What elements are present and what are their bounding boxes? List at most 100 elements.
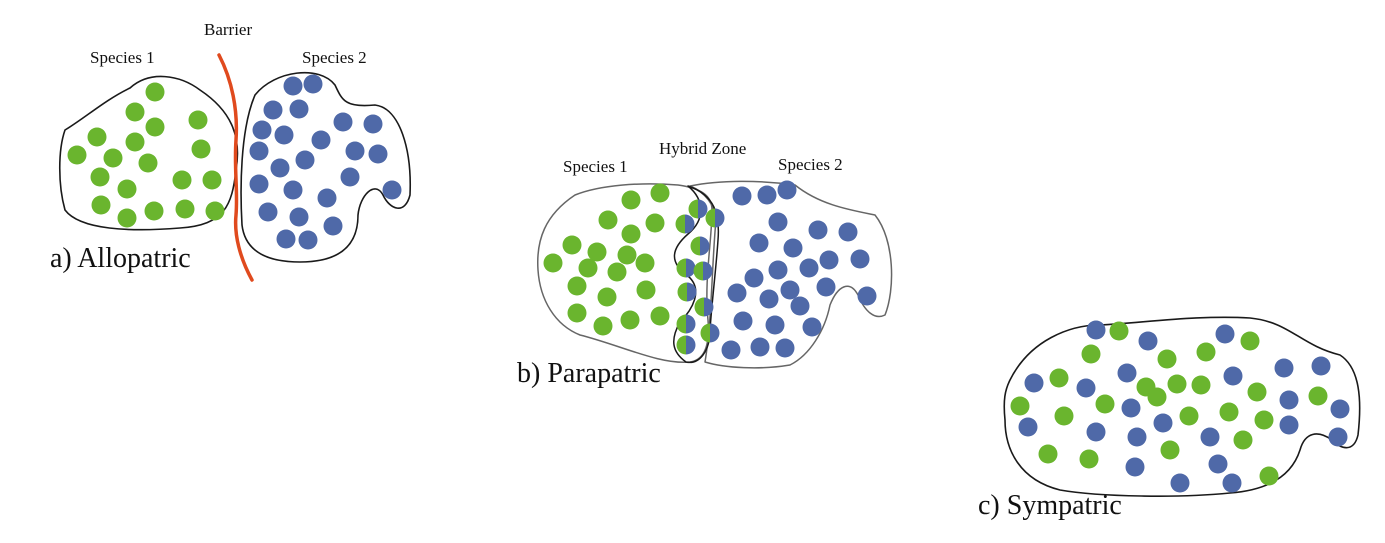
allopatric-species1-dot [125, 132, 145, 152]
allopatric-species2-dot [249, 174, 269, 194]
allopatric-species1-dot [103, 148, 123, 168]
parapatric-species1-dot [587, 242, 607, 262]
parapatric-species2-dot [775, 338, 795, 358]
hybrid-split-dot [676, 314, 686, 334]
sympatric-species-blue-dot [1117, 363, 1137, 383]
parapatric-species2-dot [757, 185, 777, 205]
parapatric-species2-dot [808, 220, 828, 240]
parapatric-species2-dot [857, 286, 877, 306]
hybrid-split-dot [686, 314, 696, 334]
parapatric-species2-dot [816, 277, 836, 297]
allopatric-species1-label: Species 1 [90, 48, 155, 67]
parapatric-species2-dot [768, 260, 788, 280]
allopatric-species2-dot [323, 216, 343, 236]
sympatric-species-green-dot [1095, 394, 1115, 414]
parapatric-species1-dot [617, 245, 637, 265]
parapatric-species1-dot [620, 310, 640, 330]
parapatric-species1-dot [650, 183, 670, 203]
sympatric-species-green-dot [1147, 387, 1167, 407]
parapatric-species2-dot [765, 315, 785, 335]
hybrid-split-dot [704, 297, 714, 317]
allopatric-species1-dot [67, 145, 87, 165]
allopatric-species2-dot [340, 167, 360, 187]
parapatric-species2-dot [777, 180, 797, 200]
parapatric-species2-dot [790, 296, 810, 316]
parapatric-caption: b) Parapatric [517, 358, 661, 389]
hybrid-split-dot [687, 282, 697, 302]
parapatric-species2-dot [759, 289, 779, 309]
sympatric-species-blue-dot [1200, 427, 1220, 447]
parapatric-species1-dot [567, 303, 587, 323]
allopatric-species2-region [240, 71, 411, 263]
hybrid-zone-outline [673, 185, 720, 364]
sympatric-species-blue-dot [1274, 358, 1294, 378]
sympatric-species-blue-dot [1279, 390, 1299, 410]
allopatric-species2-dot [368, 144, 388, 164]
allopatric-species1-dot [188, 110, 208, 130]
allopatric-species2-dot [289, 207, 309, 227]
sympatric-species-green-dot [1010, 396, 1030, 416]
parapatric-species2-dot [750, 337, 770, 357]
allopatric-species2-dot [298, 230, 318, 250]
parapatric-species2-dot [727, 283, 747, 303]
sympatric-species-green-dot [1259, 466, 1279, 486]
hybrid-split-dot [675, 214, 685, 234]
allopatric-species2-dot [363, 114, 383, 134]
sympatric-species-blue-dot [1024, 373, 1044, 393]
sympatric-region [1003, 316, 1361, 497]
allopatric-species2-dot [317, 188, 337, 208]
sympatric-species-blue-dot [1086, 320, 1106, 340]
parapatric-species2-dot [780, 280, 800, 300]
allopatric-caption: a) Allopatric [50, 243, 191, 274]
hybrid-split-dot [694, 297, 704, 317]
allopatric-species1-dot [145, 82, 165, 102]
sympatric-species-green-dot [1109, 321, 1129, 341]
hybrid-split-dot [685, 214, 695, 234]
parapatric-species1-dot [621, 190, 641, 210]
hybrid-split-dot [700, 236, 710, 256]
sympatric-species-green-dot [1081, 344, 1101, 364]
sympatric-species-blue-dot [1222, 473, 1242, 493]
parapatric-species1-dot [567, 276, 587, 296]
allopatric-species1-dot [117, 208, 137, 228]
allopatric-species2-dot [274, 125, 294, 145]
parapatric-species1-dot [635, 253, 655, 273]
sympatric-species-blue-dot [1311, 356, 1331, 376]
sympatric-species-blue-dot [1328, 427, 1348, 447]
parapatric-species2-dot [783, 238, 803, 258]
sympatric-species-blue-dot [1121, 398, 1141, 418]
allopatric-species2-dot [249, 141, 269, 161]
parapatric-species2-dot [838, 222, 858, 242]
allopatric-species1-dot [125, 102, 145, 122]
hybrid-split-dot [710, 323, 720, 343]
allopatric-species2-dot [311, 130, 331, 150]
parapatric-species1-dot [607, 262, 627, 282]
hybrid-split-dot [676, 335, 686, 355]
allopatric-species1-dot [90, 167, 110, 187]
sympatric-species-green-dot [1233, 430, 1253, 450]
parapatric-species2-dot [733, 311, 753, 331]
allopatric-species1-dot [138, 153, 158, 173]
hybrid-split-dot [705, 208, 715, 228]
allopatric-species2-dot [382, 180, 402, 200]
allopatric-species2-dot [333, 112, 353, 132]
allopatric-species2-dot [283, 180, 303, 200]
allopatric-species2-dot [289, 99, 309, 119]
parapatric-species2-dot [799, 258, 819, 278]
allopatric-species1-dot [205, 201, 225, 221]
parapatric-species1-label: Species 1 [563, 157, 628, 176]
allopatric-species2-dot [345, 141, 365, 161]
parapatric-species1-dot [598, 210, 618, 230]
allopatric-species1-dot [191, 139, 211, 159]
hybrid-split-dot [700, 323, 710, 343]
allopatric-species1-dot [144, 201, 164, 221]
sympatric-species-green-dot [1179, 406, 1199, 426]
allopatric-species2-label: Species 2 [302, 48, 367, 67]
parapatric-species2-dot [732, 186, 752, 206]
hybrid-split-dot [715, 208, 725, 228]
parapatric-species2-dot [721, 340, 741, 360]
sympatric-species-blue-dot [1170, 473, 1190, 493]
allopatric-species2-dot [295, 150, 315, 170]
